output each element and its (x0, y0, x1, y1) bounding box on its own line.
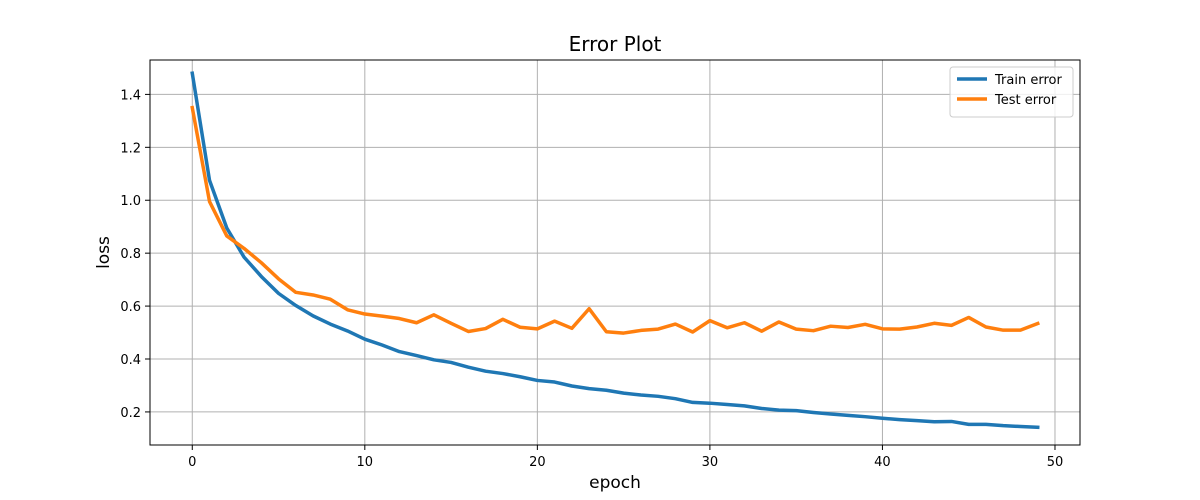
y-tick-label: 1.4 (120, 88, 141, 103)
axis-ticks: 0 10 20 30 40 50 0.2 0.4 0.6 0.8 1.0 1.2 1.4 (120, 88, 1063, 470)
x-tick-label: 40 (874, 455, 891, 470)
x-tick-label: 0 (188, 455, 196, 470)
y-tick-label: 0.6 (120, 300, 141, 315)
series-line-2 (190, 105, 1040, 335)
y-tick-label: 1.0 (120, 194, 141, 209)
x-tick-label: 20 (529, 455, 546, 470)
x-tick-label: 50 (1047, 455, 1064, 470)
chart-title: Error Plot (569, 32, 662, 56)
y-tick-label: 0.2 (120, 406, 141, 421)
legend: Train error Test error (949, 66, 1074, 118)
y-tick-label: 0.4 (120, 353, 141, 368)
legend-label: Train error (994, 73, 1062, 88)
y-tick-label: 0.8 (120, 247, 141, 262)
x-tick-label: 30 (702, 455, 719, 470)
grid-lines (150, 60, 1080, 445)
series-layer (190, 71, 1040, 430)
y-axis-label: loss (94, 236, 114, 269)
plot-frame (149, 59, 1081, 446)
x-tick-label: 10 (357, 455, 374, 470)
legend-label: Test error (994, 93, 1057, 108)
y-tick-label: 1.2 (120, 141, 141, 156)
x-axis-label: epoch (589, 473, 641, 493)
series-line-1 (190, 71, 1040, 430)
